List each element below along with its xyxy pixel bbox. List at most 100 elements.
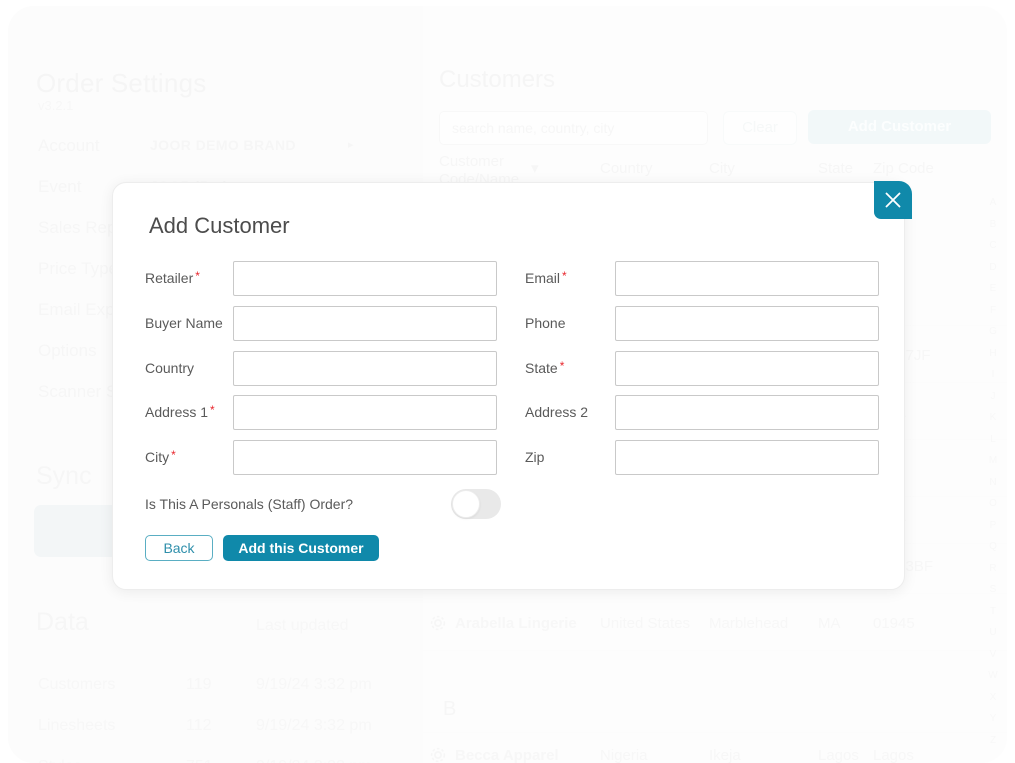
settings-row-options[interactable]: Options (8, 329, 423, 378)
alpha-index-letter[interactable]: S (989, 584, 997, 595)
cell-city: Marblehead (709, 615, 789, 632)
required-marker: * (195, 269, 200, 283)
data-row-count: 751 (186, 758, 213, 763)
table-row[interactable]: Arabella Lingerie United States Marblehe… (423, 601, 1007, 651)
alpha-index-letter[interactable]: J (990, 390, 996, 402)
phone-input[interactable] (615, 306, 879, 341)
alpha-index-letter[interactable]: U (989, 627, 997, 638)
address-1-input[interactable] (233, 395, 497, 430)
chevron-right-icon: ▸ (348, 139, 354, 151)
data-row-name: Styles (38, 758, 82, 763)
settings-row-sales-rep[interactable]: Sales Rep (8, 206, 423, 255)
section-letter-label: B (443, 698, 457, 720)
add-customer-dialog: Add Customer Retailer * Buyer Name Countr… (112, 181, 912, 590)
field-label: Country (145, 360, 195, 376)
add-customer-button[interactable]: Add Customer (808, 110, 991, 144)
settings-row-account[interactable]: Account JOOR DEMO BRAND ▸ (8, 124, 423, 173)
search-placeholder: search name, country, city (452, 120, 615, 136)
clear-button[interactable]: Clear (723, 111, 797, 145)
address-2-input[interactable] (615, 395, 879, 430)
column-header-zip-code[interactable]: Zip Code (873, 160, 934, 177)
alpha-index-letter[interactable]: V (989, 648, 997, 660)
close-button[interactable] (874, 181, 912, 219)
settings-row-price-type[interactable]: Price Type (8, 247, 423, 296)
field-label: State * (525, 359, 565, 376)
alpha-index-letter[interactable]: B (989, 218, 997, 230)
data-row-name: Linesheets (38, 717, 116, 734)
field-label: Address 1 * (145, 403, 215, 420)
field-label: Zip (525, 449, 545, 465)
settings-row-label: Account (38, 136, 100, 155)
data-row-linesheets: Linesheets 112 9/19/24 3:32 pm (8, 709, 423, 749)
settings-row-email-export[interactable]: Email Export (8, 288, 423, 337)
alpha-index-letter[interactable]: H (989, 347, 997, 359)
search-input[interactable]: search name, country, city (439, 111, 708, 145)
field-label: Phone (525, 315, 566, 331)
sort-arrow-icon[interactable]: ▾ (531, 160, 539, 177)
alpha-index-letter[interactable]: C (989, 240, 997, 251)
data-row-count: 119 (186, 676, 212, 693)
gear-icon[interactable] (429, 746, 447, 763)
data-last-updated-header: Last updated (256, 617, 349, 634)
data-section-title: Data (36, 608, 89, 636)
cell-customer-name: Arabella Lingerie (455, 615, 577, 632)
customers-table-header: Customer Code/Name ▾ Country City State … (423, 151, 1007, 191)
add-customer-button-label: Add Customer (847, 118, 952, 135)
buyer-name-input[interactable] (233, 306, 497, 341)
cell-country: Nigeria (600, 747, 648, 763)
alpha-index-letter[interactable]: R (989, 562, 997, 574)
retailer-input[interactable] (233, 261, 497, 296)
alphabet-index[interactable]: A B C D E F G H I J K L M N O P Q (983, 192, 1003, 751)
customers-page-title: Customers (439, 66, 556, 93)
data-row-styles: Styles 751 9/19/24 3:33 pm (8, 750, 423, 763)
dialog-title: Add Customer (149, 213, 290, 238)
field-label: City * (145, 448, 176, 465)
alpha-index-letter[interactable]: G (989, 326, 997, 337)
zip-input[interactable] (615, 440, 879, 475)
alpha-index-letter[interactable]: Z (989, 734, 997, 746)
cell-country: United States (600, 615, 691, 632)
alpha-index-letter[interactable]: M (988, 455, 998, 466)
cell-city: Ikeja (709, 747, 741, 763)
add-this-customer-button[interactable]: Add this Customer (223, 535, 379, 561)
close-icon (885, 192, 901, 208)
alpha-index-letter[interactable]: F (989, 304, 997, 316)
required-marker: * (562, 269, 567, 283)
alpha-index-letter[interactable]: D (989, 261, 997, 273)
back-button[interactable]: Back (145, 535, 213, 561)
alpha-index-letter[interactable]: X (989, 691, 997, 703)
required-marker: * (171, 448, 176, 462)
settings-version-label: v3.2.1 (38, 98, 74, 113)
country-input[interactable] (233, 351, 497, 386)
personals-order-row: Is This A Personals (Staff) Order? (113, 487, 904, 523)
state-input[interactable] (615, 351, 879, 386)
column-header-city[interactable]: City (709, 160, 735, 177)
alpha-index-letter[interactable]: L (990, 433, 996, 445)
alpha-index-letter[interactable]: E (989, 283, 997, 294)
column-header-country[interactable]: Country (600, 160, 653, 177)
section-letter-header: B (423, 688, 1007, 733)
personals-order-label: Is This A Personals (Staff) Order? (145, 496, 354, 512)
data-row-date: 9/19/24 3:32 pm (256, 676, 372, 693)
settings-row-value: JOOR DEMO BRAND (150, 137, 297, 153)
table-row[interactable]: Becca Apparel Nigeria Ikeja Lagos Lagos (423, 733, 1007, 763)
alpha-index-letter[interactable]: Q (989, 541, 997, 552)
alpha-index-letter[interactable]: N (989, 476, 997, 488)
settings-row-label: Email Export (38, 300, 135, 319)
personals-order-toggle[interactable] (451, 489, 501, 519)
city-input[interactable] (233, 440, 497, 475)
gear-icon[interactable] (429, 614, 447, 632)
alpha-index-letter[interactable]: W (988, 670, 998, 681)
alpha-index-letter[interactable]: A (989, 197, 997, 208)
alpha-index-letter[interactable]: I (991, 369, 995, 380)
column-header-state[interactable]: State (818, 160, 854, 177)
alpha-index-letter[interactable]: P (989, 519, 997, 531)
settings-row-label: Sales Rep (38, 218, 117, 237)
alpha-index-letter[interactable]: Y (989, 713, 997, 724)
cell-zip: Lagos (873, 747, 914, 763)
alpha-index-letter[interactable]: O (989, 498, 997, 509)
alpha-index-letter[interactable]: T (989, 605, 997, 617)
email-input[interactable] (615, 261, 879, 296)
alpha-index-letter[interactable]: K (989, 412, 997, 423)
